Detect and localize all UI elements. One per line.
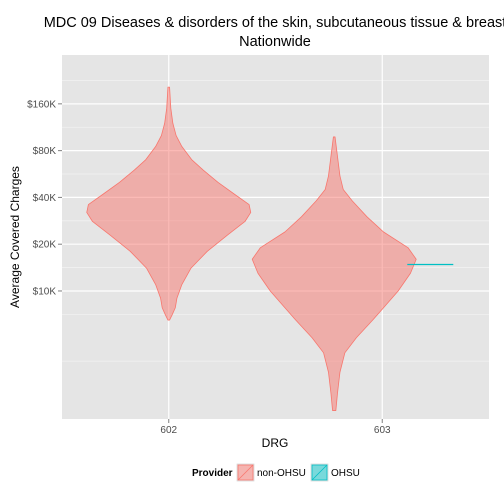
chart-title-line1: MDC 09 Diseases & disorders of the skin,… (44, 15, 504, 31)
legend-title: Provider (192, 468, 233, 479)
chart-title-line2: Nationwide (239, 34, 311, 50)
x-tick-label: 602 (160, 425, 177, 436)
legend-label-ohsu: OHSU (331, 468, 360, 479)
y-tick-label: $20K (33, 240, 57, 251)
x-tick-label: 603 (374, 425, 391, 436)
y-tick-label: $10K (33, 286, 57, 297)
legend-label-non-ohsu: non-OHSU (257, 468, 306, 479)
y-tick-label: $40K (33, 193, 57, 204)
y-tick-label: $160K (27, 99, 56, 110)
y-tick-label: $80K (33, 146, 57, 157)
y-axis-title: Average Covered Charges (8, 166, 22, 308)
x-axis-title: DRG (262, 436, 289, 450)
